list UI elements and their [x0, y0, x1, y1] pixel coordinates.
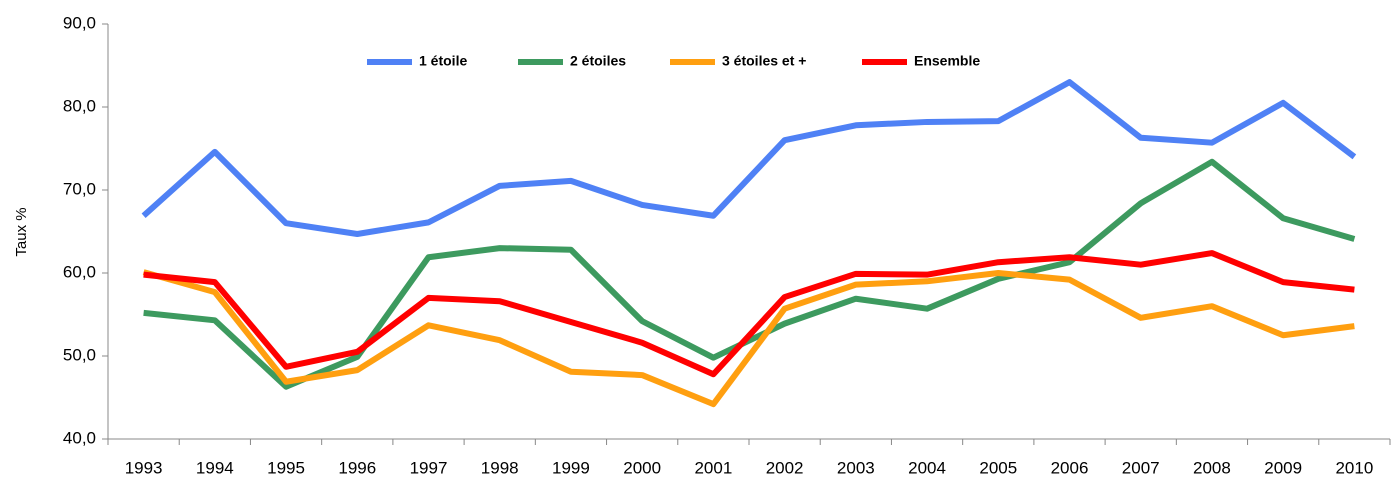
x-tick-label: 2003: [837, 458, 875, 477]
x-tick-label: 1996: [338, 458, 376, 477]
x-tick-label: 2005: [979, 458, 1017, 477]
x-tick-label: 2010: [1335, 458, 1373, 477]
x-tick-label: 2004: [908, 458, 946, 477]
x-tick-label: 1994: [196, 458, 234, 477]
x-tick-label: 1997: [410, 458, 448, 477]
x-tick-label: 1993: [125, 458, 163, 477]
y-tick-label: 50,0: [63, 345, 96, 364]
series-line: [143, 250, 1355, 378]
x-tick-label: 1998: [481, 458, 519, 477]
y-axis-label: Taux %: [13, 207, 30, 256]
legend-label: 2 étoiles: [570, 53, 626, 69]
y-tick-label: 80,0: [63, 96, 96, 115]
y-tick-label: 90,0: [63, 13, 96, 32]
legend-label: 1 étoile: [419, 53, 467, 69]
series-line: [141, 79, 1357, 237]
x-tick-label: 2000: [623, 458, 661, 477]
x-tick-label: 2001: [694, 458, 732, 477]
x-tick-label: 2008: [1193, 458, 1231, 477]
series-line: [142, 269, 1355, 408]
x-tick-label: 2006: [1051, 458, 1089, 477]
series-line: [143, 158, 1356, 390]
x-tick-label: 1995: [267, 458, 305, 477]
x-tick-label: 2007: [1122, 458, 1160, 477]
y-tick-label: 40,0: [63, 428, 96, 447]
x-tick-label: 2009: [1264, 458, 1302, 477]
x-tick-label: 2002: [766, 458, 804, 477]
legend-label: Ensemble: [914, 53, 980, 69]
y-tick-label: 60,0: [63, 262, 96, 281]
x-tick-label: 1999: [552, 458, 590, 477]
y-tick-label: 70,0: [63, 179, 96, 198]
legend-label: 3 étoiles et +: [722, 53, 806, 69]
